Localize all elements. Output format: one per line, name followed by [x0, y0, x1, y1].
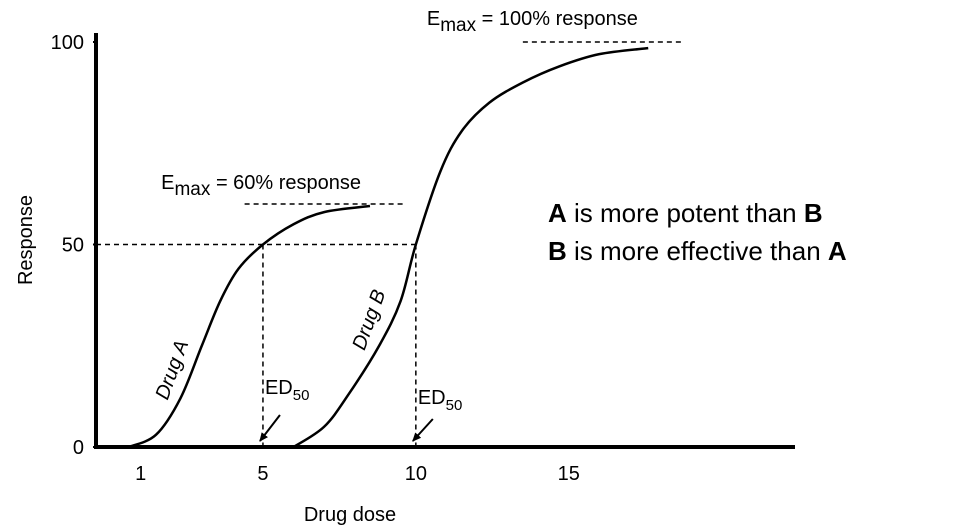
y-tick-label: 0	[73, 437, 84, 459]
x-tick-label: 10	[405, 463, 427, 485]
x-tick-label: 1	[135, 463, 146, 485]
emax-sub: max	[174, 179, 210, 200]
curve	[292, 46, 649, 449]
statement-part: B	[804, 198, 823, 228]
ed50-main: ED	[418, 387, 446, 409]
emax-main: E	[427, 8, 440, 30]
x-axis-label: Drug dose	[304, 504, 396, 526]
ed50-main: ED	[265, 377, 293, 399]
emax-rest: = 60% response	[210, 172, 361, 194]
ed50-sub: 50	[446, 397, 463, 414]
statement-part: is more effective than	[567, 236, 828, 266]
emax-main: E	[161, 172, 174, 194]
statement: B is more effective than A	[548, 236, 847, 266]
emax-label: Emax = 100% response	[427, 8, 638, 36]
curve	[127, 204, 371, 449]
ed50-label: ED50	[265, 377, 309, 404]
ed50-label: ED50	[418, 387, 462, 414]
y-tick-label: 100	[51, 32, 84, 54]
ed50-arrow	[259, 414, 281, 442]
emax-sub: max	[440, 15, 476, 36]
statement-part: A	[828, 236, 847, 266]
emax-label: Emax = 60% response	[161, 172, 361, 200]
statement-part: is more potent than	[567, 198, 804, 228]
x-tick-label: 15	[558, 463, 580, 485]
y-axis-label: Response	[15, 195, 37, 285]
statement-part: B	[548, 236, 567, 266]
statement: A is more potent than B	[548, 198, 823, 228]
emax-rest: = 100% response	[476, 8, 638, 30]
ed50-arrow	[412, 418, 434, 442]
series-label: Drug B	[348, 287, 390, 353]
y-tick-label: 50	[62, 235, 84, 257]
ed50-sub: 50	[293, 387, 310, 404]
series-label: Drug A	[152, 337, 194, 402]
x-tick-label: 5	[257, 463, 268, 485]
statement-part: A	[548, 198, 567, 228]
